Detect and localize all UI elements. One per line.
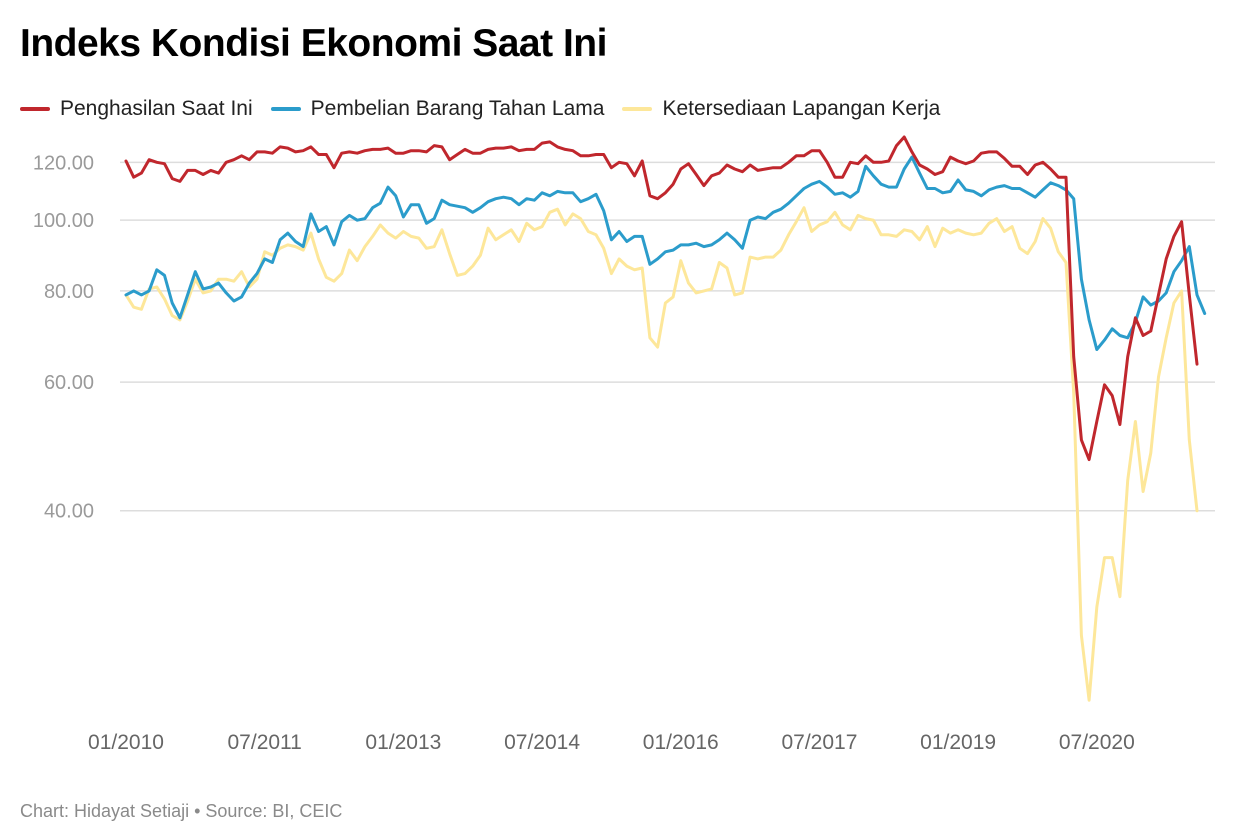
y-tick-label: 40.00 xyxy=(44,501,94,523)
y-axis-ticks: 40.00 60.00 80.00 100.00 120.00 xyxy=(33,152,94,522)
legend-item-penghasilan: Penghasilan Saat Ini xyxy=(20,97,253,121)
legend-label-lapangan-kerja: Ketersediaan Lapangan Kerja xyxy=(662,97,941,120)
legend-label-penghasilan: Penghasilan Saat Ini xyxy=(60,97,253,120)
legend-swatch-penghasilan xyxy=(20,107,50,111)
chart-title: Indeks Kondisi Ekonomi Saat Ini xyxy=(20,22,607,65)
legend-label-pembelian: Pembelian Barang Tahan Lama xyxy=(310,97,605,120)
series-line-1 xyxy=(124,155,1207,351)
y-tick-label: 120.00 xyxy=(33,152,94,174)
x-axis-ticks: 01/2010 07/2011 01/2013 07/2014 01/2016 07/20… xyxy=(88,731,1135,754)
legend-swatch-pembelian xyxy=(270,107,301,111)
y-tick-label: 80.00 xyxy=(44,281,94,303)
y-tick-label: 100.00 xyxy=(33,210,94,232)
x-tick-label: 07/2020 xyxy=(1059,731,1135,754)
legend-item-lapangan-kerja: Ketersediaan Lapangan Kerja xyxy=(622,97,940,121)
series-line-0 xyxy=(124,135,1199,462)
legend: Penghasilan Saat Ini Pembelian Barang Ta… xyxy=(20,97,940,121)
x-tick-label: 01/2013 xyxy=(365,731,441,754)
x-tick-label: 07/2017 xyxy=(781,731,857,754)
x-tick-label: 01/2010 xyxy=(88,731,164,754)
x-tick-label: 07/2014 xyxy=(504,731,580,754)
series-lines xyxy=(124,135,1207,702)
series-line-2 xyxy=(124,206,1199,702)
x-tick-label: 07/2011 xyxy=(228,731,302,754)
legend-item-pembelian: Pembelian Barang Tahan Lama xyxy=(270,97,605,121)
x-tick-label: 01/2019 xyxy=(920,731,996,754)
grid-lines xyxy=(120,161,1215,512)
legend-swatch-lapangan-kerja xyxy=(622,107,653,111)
y-tick-label: 60.00 xyxy=(44,372,94,394)
chart-credit: Chart: Hidayat Setiaji • Source: BI, CEI… xyxy=(20,801,343,821)
x-tick-label: 01/2016 xyxy=(643,731,719,754)
